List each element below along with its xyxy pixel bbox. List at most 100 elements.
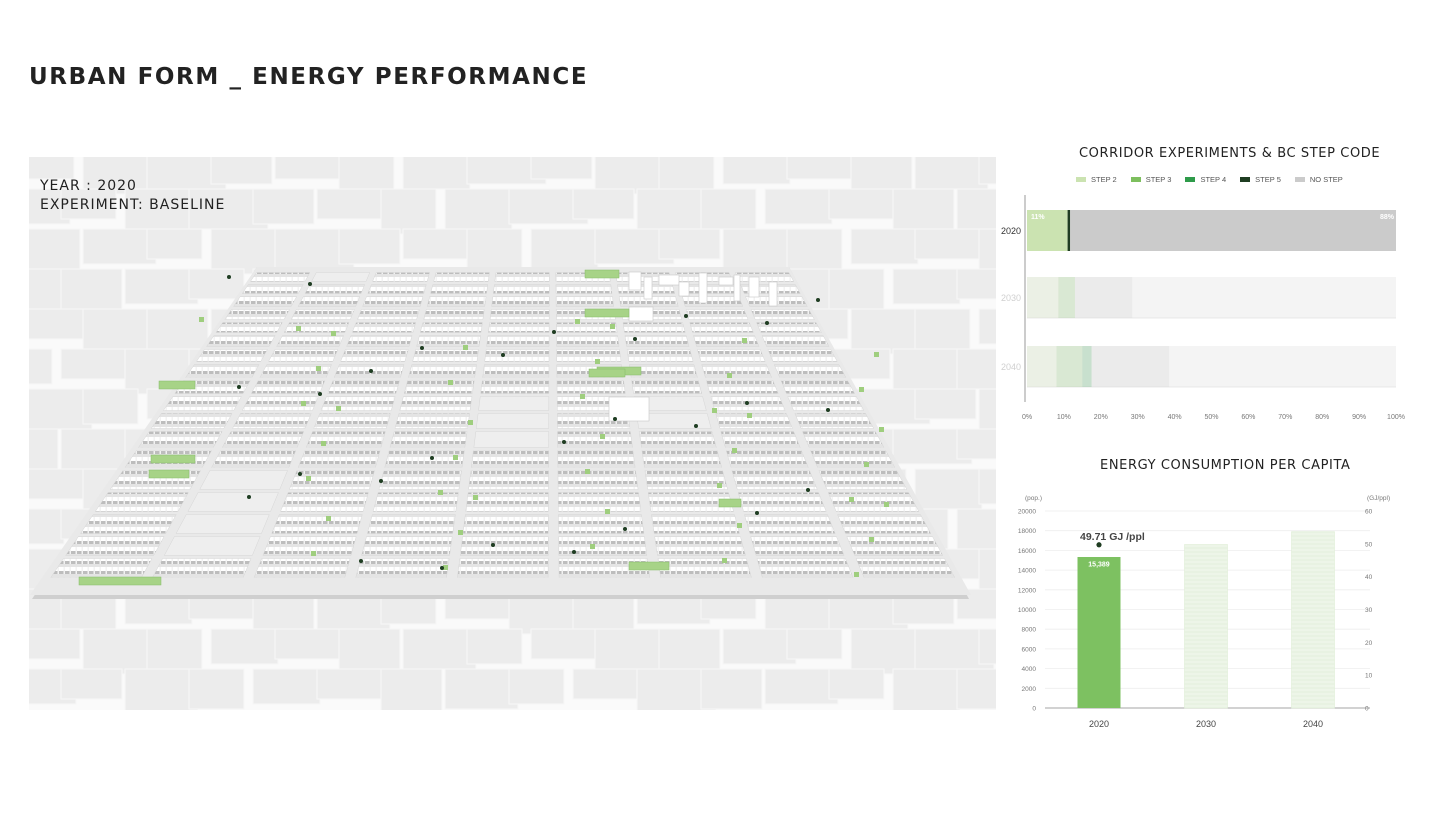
- green-building: [584, 269, 620, 279]
- landmark-building: [718, 276, 734, 286]
- development-block: [761, 335, 830, 347]
- development-block: [651, 514, 740, 534]
- green-building: [438, 490, 443, 495]
- development-block: [304, 284, 366, 294]
- development-block: [735, 272, 795, 282]
- development-block: [480, 380, 550, 394]
- green-building: [150, 454, 196, 464]
- development-block: [195, 349, 268, 362]
- bar-segment-no-step: [1074, 277, 1133, 318]
- map-block: [956, 428, 996, 460]
- step5-building: [501, 353, 505, 357]
- y-tick-label: 2000: [1022, 686, 1037, 693]
- map-block: [850, 308, 925, 355]
- map-block: [828, 268, 885, 310]
- category-label: 2020: [1001, 226, 1021, 236]
- development-block: [557, 492, 642, 512]
- step5-building: [562, 440, 566, 444]
- development-block: [654, 536, 746, 556]
- development-block: [705, 380, 779, 394]
- energy-bar: [1077, 556, 1121, 708]
- legend-item: STEP 4: [1185, 175, 1226, 184]
- development-block: [305, 431, 386, 448]
- development-block: [271, 514, 363, 534]
- map-block: [210, 228, 279, 275]
- development-block: [290, 309, 355, 320]
- development-block: [137, 431, 223, 448]
- development-block: [478, 396, 550, 411]
- development-block: [780, 380, 856, 394]
- x-tick-label: 60%: [1241, 414, 1255, 421]
- bar-segment-step-2: [1027, 210, 1068, 251]
- y2-tick-label: 30: [1365, 607, 1373, 614]
- development-block: [163, 536, 261, 556]
- development-block: [846, 536, 944, 556]
- landmark-building: [658, 274, 680, 286]
- legend-item: STEP 2: [1076, 175, 1117, 184]
- step5-building: [379, 479, 383, 483]
- landmark-building: [678, 281, 690, 297]
- legend-item: NO STEP: [1294, 175, 1343, 184]
- development-block: [313, 413, 391, 429]
- legend-swatch: [1130, 177, 1141, 182]
- green-building: [321, 441, 326, 446]
- experiment-label: EXPERIMENT: BASELINE: [40, 197, 226, 213]
- step5-building: [816, 298, 820, 302]
- green-building: [584, 308, 630, 318]
- energy-chart: 0 2000 4000 6000 8000 10000 12000 14000 16000 180…: [1018, 495, 1390, 729]
- step5-building: [765, 321, 769, 325]
- map-block: [892, 188, 955, 235]
- map-block: [29, 428, 59, 475]
- development-block: [556, 349, 622, 362]
- development-block: [361, 536, 453, 556]
- bar-segment-no-step: [1091, 346, 1170, 387]
- step5-building: [308, 282, 312, 286]
- green-building: [336, 406, 341, 411]
- development-block: [767, 349, 838, 362]
- development-block: [827, 492, 920, 512]
- development-block: [416, 335, 481, 347]
- urban-form-map[interactable]: [29, 157, 996, 710]
- page-title: URBAN FORM _ ENERGY PERFORMANCE: [29, 64, 589, 90]
- development-block: [276, 335, 344, 347]
- legend-label: STEP 5: [1255, 175, 1281, 184]
- map-block: [786, 628, 843, 660]
- development-block: [556, 322, 618, 333]
- development-block: [810, 450, 896, 468]
- step5-building: [420, 346, 424, 350]
- development-block: [384, 450, 465, 468]
- development-block: [79, 514, 177, 534]
- map-block: [252, 188, 315, 225]
- development-block: [351, 322, 417, 333]
- map-block: [700, 188, 757, 230]
- energy-bar-outline: [1291, 531, 1335, 709]
- green-building: [732, 448, 737, 453]
- y2-tick-label: 10: [1365, 673, 1373, 680]
- green-building: [296, 326, 301, 331]
- map-block: [914, 388, 977, 420]
- y2-tick-label: 50: [1365, 541, 1373, 548]
- legend-label: NO STEP: [1309, 175, 1343, 184]
- green-building: [869, 537, 874, 542]
- map-block: [956, 188, 996, 230]
- x-tick-label: 70%: [1278, 414, 1292, 421]
- step-code-legend: STEP 2 STEP 3 STEP 4 STEP 5 NO STEP: [1076, 175, 1343, 184]
- y-tick-label: 10000: [1018, 607, 1036, 614]
- map-block: [82, 157, 151, 195]
- y-tick-label: 16000: [1018, 548, 1036, 555]
- x-tick-label: 40%: [1168, 414, 1182, 421]
- y2-tick-label: 60: [1365, 509, 1373, 516]
- map-block: [60, 348, 129, 380]
- y2-tick-label: 20: [1365, 640, 1373, 647]
- step5-building: [633, 337, 637, 341]
- category-label: 2040: [1001, 362, 1021, 372]
- legend-swatch: [1185, 177, 1196, 182]
- map-block: [146, 228, 203, 260]
- development-block: [152, 558, 252, 578]
- development-block: [457, 558, 549, 578]
- map-block: [892, 268, 961, 305]
- x-tick-label: 10%: [1057, 414, 1071, 421]
- step5-building: [491, 543, 495, 547]
- development-block: [175, 514, 270, 534]
- y2-tick-label: 40: [1365, 574, 1373, 581]
